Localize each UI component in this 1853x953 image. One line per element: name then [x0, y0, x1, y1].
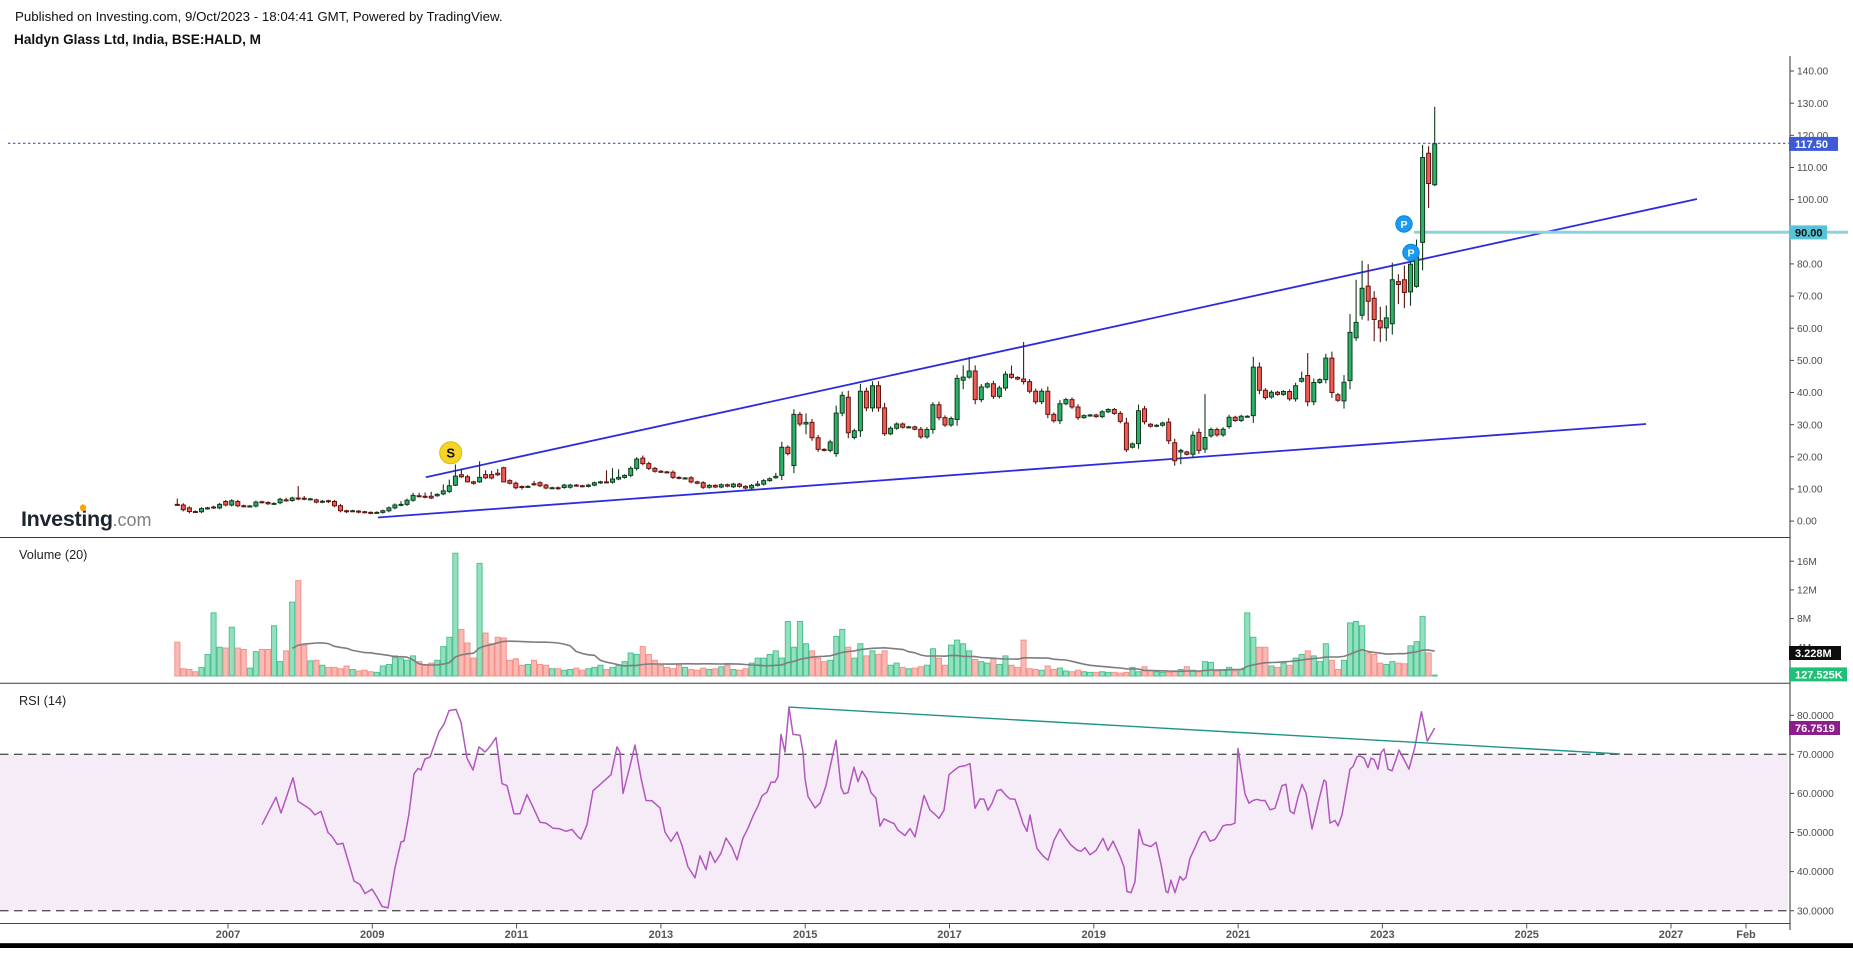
svg-text:110.00: 110.00	[1797, 163, 1828, 174]
svg-text:12M: 12M	[1797, 586, 1817, 597]
svg-text:76.7519: 76.7519	[1795, 723, 1835, 735]
svg-text:2013: 2013	[649, 929, 673, 941]
svg-text:50.00: 50.00	[1797, 356, 1823, 367]
svg-text:0.00: 0.00	[1797, 517, 1817, 528]
svg-text:P: P	[1400, 219, 1407, 231]
svg-text:70.00: 70.00	[1797, 292, 1823, 303]
svg-text:127.525K: 127.525K	[1795, 669, 1843, 681]
svg-text:120.00: 120.00	[1797, 131, 1828, 142]
svg-text:100.00: 100.00	[1797, 195, 1828, 206]
svg-text:Published on Investing.com, 9/: Published on Investing.com, 9/Oct/2023 -…	[15, 9, 503, 24]
svg-text:20.00: 20.00	[1797, 452, 1823, 463]
svg-text:Feb: Feb	[1736, 929, 1756, 941]
svg-text:RSI (14): RSI (14)	[19, 694, 66, 708]
svg-text:40.00: 40.00	[1797, 388, 1823, 399]
svg-text:140.00: 140.00	[1797, 67, 1828, 78]
svg-text:2015: 2015	[793, 929, 817, 941]
svg-text:60.00: 60.00	[1797, 324, 1823, 335]
svg-text:2027: 2027	[1659, 929, 1683, 941]
svg-text:Haldyn Glass Ltd, India, BSE:H: Haldyn Glass Ltd, India, BSE:HALD, M	[14, 32, 261, 47]
svg-text:80.00: 80.00	[1797, 260, 1823, 271]
svg-text:.com: .com	[113, 510, 152, 530]
svg-text:3.228M: 3.228M	[1795, 648, 1832, 660]
svg-text:30.00: 30.00	[1797, 420, 1823, 431]
svg-text:70.0000: 70.0000	[1797, 750, 1834, 761]
svg-text:2009: 2009	[360, 929, 384, 941]
svg-text:Volume (20): Volume (20)	[19, 548, 87, 562]
svg-text:2025: 2025	[1514, 929, 1538, 941]
svg-text:Investing: Investing	[21, 507, 113, 531]
svg-text:40.0000: 40.0000	[1797, 867, 1834, 878]
svg-text:90.00: 90.00	[1795, 227, 1823, 239]
svg-text:2011: 2011	[505, 929, 529, 941]
svg-text:50.0000: 50.0000	[1797, 828, 1834, 839]
svg-text:2017: 2017	[937, 929, 961, 941]
svg-text:80.0000: 80.0000	[1797, 711, 1834, 722]
svg-text:2023: 2023	[1370, 929, 1394, 941]
svg-text:30.0000: 30.0000	[1797, 906, 1834, 917]
svg-text:2021: 2021	[1226, 929, 1250, 941]
svg-text:130.00: 130.00	[1797, 99, 1828, 110]
svg-text:16M: 16M	[1797, 557, 1817, 568]
svg-text:2007: 2007	[216, 929, 240, 941]
svg-text:2019: 2019	[1082, 929, 1106, 941]
svg-text:P: P	[1407, 247, 1414, 259]
svg-text:10.00: 10.00	[1797, 485, 1823, 496]
svg-text:8M: 8M	[1797, 614, 1811, 625]
svg-text:117.50: 117.50	[1795, 139, 1828, 151]
svg-text:S: S	[446, 446, 455, 461]
svg-text:60.0000: 60.0000	[1797, 789, 1834, 800]
